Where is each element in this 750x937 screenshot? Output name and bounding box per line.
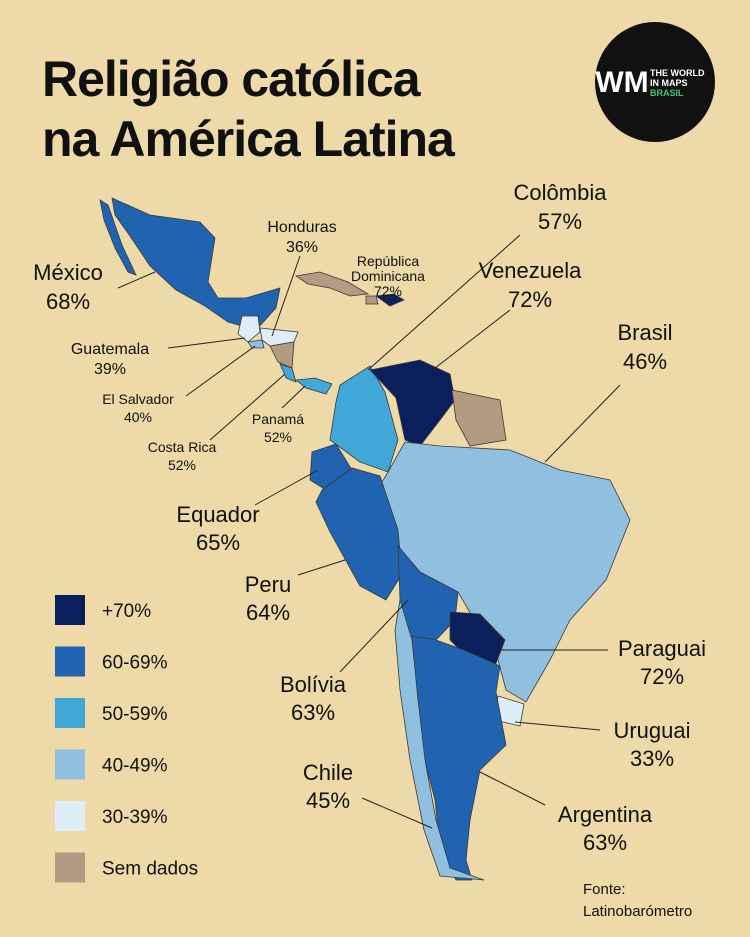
leader-line — [254, 469, 319, 506]
country-value: 72% — [508, 287, 552, 312]
leader-line — [339, 599, 409, 673]
costa-rica — [279, 363, 297, 383]
legend-label: Sem dados — [102, 859, 198, 880]
guatemala — [237, 315, 261, 343]
leader-line — [384, 297, 391, 301]
country-value: 46% — [623, 349, 667, 374]
country-name: República — [357, 253, 419, 269]
country-name: Costa Rica — [148, 439, 217, 455]
country-name: El Salvador — [102, 391, 174, 407]
legend-swatch — [55, 801, 85, 831]
haiti — [365, 295, 379, 305]
country-name: Brasil — [617, 320, 672, 345]
title-line: Religião católica — [42, 51, 422, 107]
country-name: Peru — [245, 572, 291, 597]
country-name: Paraguai — [618, 636, 706, 661]
logo-text: BRASIL — [650, 88, 684, 98]
country-name: Dominicana — [351, 268, 425, 284]
leader-line — [361, 797, 433, 829]
country-name: Equador — [176, 502, 259, 527]
logo-text: IN MAPS — [650, 78, 688, 88]
leader-line — [544, 384, 621, 463]
cuba — [294, 271, 370, 297]
peru — [315, 467, 403, 601]
chile — [394, 599, 485, 881]
country-name: Uruguai — [613, 718, 690, 743]
legend-label: 60-69% — [102, 653, 168, 674]
mexico — [111, 197, 281, 331]
legend-label: +70% — [102, 601, 151, 622]
legend-swatch — [55, 698, 85, 728]
country-value: 33% — [630, 746, 674, 771]
title-line: na América Latina — [42, 111, 456, 167]
el-salvador — [247, 339, 265, 349]
country-value: 63% — [583, 830, 627, 855]
legend-label: 50-59% — [102, 704, 168, 725]
leader-line — [185, 345, 256, 397]
source: Fonte: — [583, 881, 626, 898]
venezuela — [369, 359, 456, 447]
leader-line — [479, 771, 546, 806]
logo: WM THE WORLD IN MAPS BRASIL — [595, 22, 715, 142]
country-value: 65% — [196, 530, 240, 555]
leader-line — [209, 373, 286, 441]
leader-line — [297, 559, 346, 576]
baja — [99, 199, 137, 276]
leader-line — [281, 385, 306, 409]
legend-label: 30-39% — [102, 807, 168, 828]
country-labels: Colômbia 57% Venezuela 72% Brasil 46% Honduras… — [33, 180, 706, 855]
country-value: 36% — [286, 239, 318, 256]
country-value: 64% — [246, 600, 290, 625]
guianas — [451, 389, 507, 447]
leader-line — [514, 721, 601, 731]
legend-swatch — [55, 852, 85, 883]
country-name: Guatemala — [71, 341, 149, 358]
logo-mark: WM — [595, 66, 648, 99]
country-value: 39% — [94, 361, 126, 378]
country-value: 72% — [374, 283, 402, 299]
legend-swatch — [55, 646, 85, 677]
country-name: Panamá — [252, 411, 304, 427]
legend: +70% 60-69% 50-59% 40-49% 30-39% Sem dados — [55, 595, 198, 883]
country-value: 72% — [640, 664, 684, 689]
country-value: 52% — [264, 429, 292, 445]
country-name: México — [33, 260, 103, 285]
country-name: Argentina — [558, 802, 653, 827]
legend-swatch — [55, 595, 85, 625]
logo-text: THE WORLD — [650, 68, 705, 78]
country-name: Colômbia — [514, 180, 608, 205]
source: Latinobarómetro — [583, 903, 692, 920]
map — [99, 197, 631, 881]
country-value: 45% — [306, 788, 350, 813]
leader-line — [271, 255, 301, 337]
legend-swatch — [55, 749, 85, 780]
leader-line — [117, 271, 156, 289]
country-name: Honduras — [267, 219, 336, 236]
leader-line — [429, 309, 511, 373]
country-value: 68% — [46, 289, 90, 314]
country-name: Venezuela — [479, 258, 583, 283]
country-name: Chile — [303, 760, 353, 785]
argentina — [411, 635, 507, 881]
leader-line — [167, 337, 246, 349]
country-value: 52% — [168, 457, 196, 473]
leader-line — [367, 234, 521, 371]
logo-circle — [595, 22, 715, 142]
country-value: 57% — [538, 209, 582, 234]
country-value: 63% — [291, 700, 335, 725]
country-name: Bolívia — [280, 672, 347, 697]
legend-label: 40-49% — [102, 756, 168, 777]
country-value: 40% — [124, 409, 152, 425]
leader-lines — [117, 234, 621, 829]
